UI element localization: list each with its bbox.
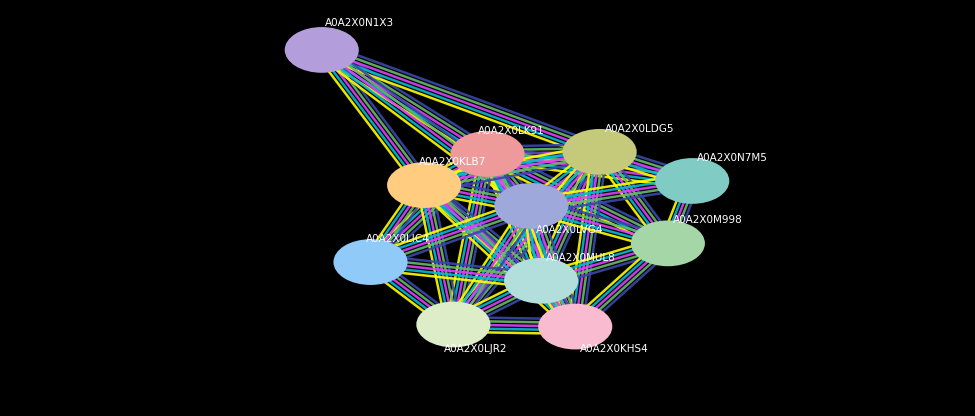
Ellipse shape (333, 239, 408, 285)
Text: A0A2X0KHS4: A0A2X0KHS4 (580, 344, 649, 354)
Text: A0A2X0M998: A0A2X0M998 (673, 215, 743, 225)
Text: A0A2X0KLB7: A0A2X0KLB7 (419, 157, 487, 167)
Text: A0A2X0LJR2: A0A2X0LJR2 (444, 344, 507, 354)
Ellipse shape (450, 131, 525, 177)
Ellipse shape (494, 183, 568, 229)
Ellipse shape (538, 304, 612, 349)
Ellipse shape (655, 158, 729, 204)
Ellipse shape (631, 220, 705, 266)
Ellipse shape (416, 302, 490, 347)
Text: A0A2X0LDG5: A0A2X0LDG5 (604, 124, 674, 134)
Ellipse shape (387, 162, 461, 208)
Text: A0A2X0N1X3: A0A2X0N1X3 (325, 18, 394, 28)
Text: A0A2X0LVG4: A0A2X0LVG4 (536, 225, 604, 235)
Text: A0A2X0LIC4: A0A2X0LIC4 (366, 234, 429, 244)
Text: A0A2X0MUL8: A0A2X0MUL8 (546, 253, 616, 263)
Text: A0A2X0LK91: A0A2X0LK91 (478, 126, 544, 136)
Text: A0A2X0N7M5: A0A2X0N7M5 (697, 153, 768, 163)
Ellipse shape (285, 27, 359, 73)
Ellipse shape (504, 258, 578, 304)
Ellipse shape (563, 129, 637, 175)
